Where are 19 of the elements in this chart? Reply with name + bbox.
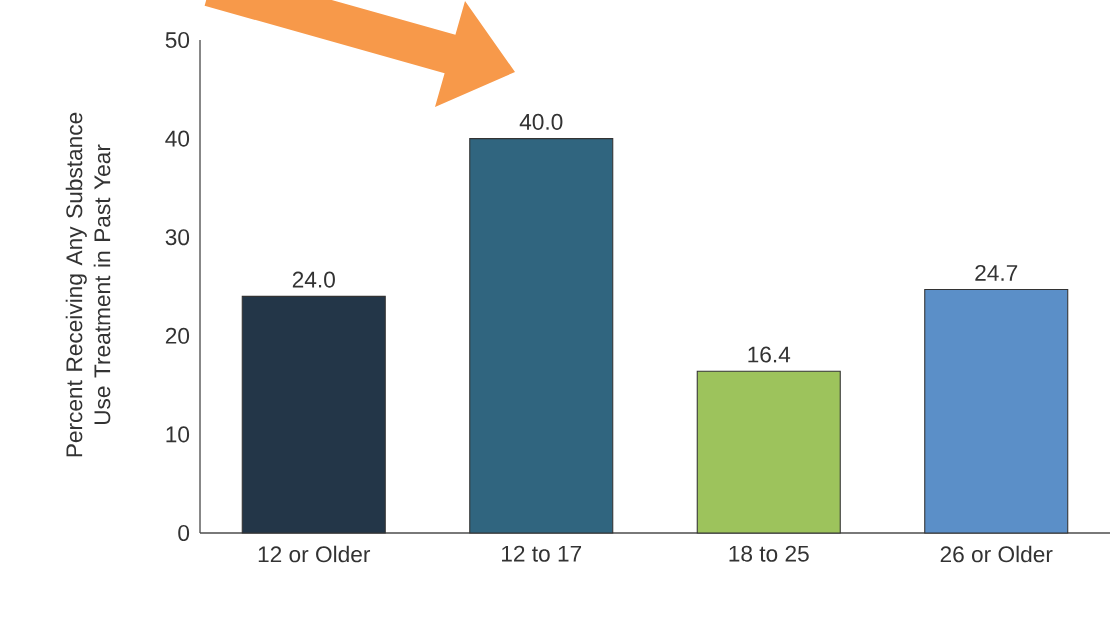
y-tick-label: 10 — [166, 426, 190, 443]
data-label: 16.4 — [748, 346, 791, 363]
x-tick-label: 12 to 17 — [502, 545, 582, 562]
y-tick-label: 20 — [165, 327, 190, 344]
y-tick-label: 40 — [165, 130, 190, 147]
data-label: 24.0 — [292, 271, 335, 288]
bar — [241, 295, 386, 534]
data-label: 24.7 — [975, 264, 1018, 281]
y-tick-label: 50 — [165, 31, 190, 49]
data-label: 40.0 — [519, 113, 563, 130]
bar — [469, 138, 614, 534]
y-tick-label: 0 — [178, 524, 190, 542]
bar — [924, 288, 1069, 534]
x-tick-label: 26 or Older — [940, 545, 1053, 563]
bar — [696, 370, 841, 534]
x-tick-label: 18 to 25 — [729, 545, 809, 562]
x-tick-label: 12 or Older — [258, 545, 371, 563]
y-axis-title: Percent Receiving Any Substance Use Treatment in Past Year — [65, 112, 111, 457]
y-tick-label: 30 — [165, 229, 190, 246]
